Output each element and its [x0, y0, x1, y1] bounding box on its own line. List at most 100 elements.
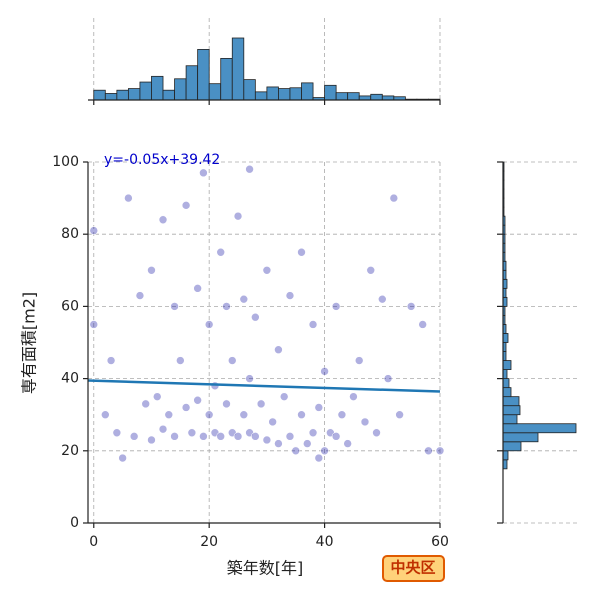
- point: [89, 320, 99, 329]
- point: [239, 294, 249, 304]
- hist-bar: [93, 89, 106, 101]
- point: [181, 403, 191, 412]
- point: [187, 428, 197, 438]
- hist-bar: [278, 88, 291, 101]
- x-tick-label: 40: [316, 534, 334, 550]
- point: [193, 284, 202, 293]
- regression-label: y=-0.05x+39.42: [104, 152, 220, 168]
- point: [141, 399, 151, 409]
- point: [372, 428, 381, 438]
- point: [297, 247, 306, 257]
- point: [204, 410, 214, 420]
- point: [152, 392, 162, 401]
- hist-bar: [116, 89, 129, 101]
- regression-line: [87, 379, 441, 393]
- badge: 中央区: [390, 559, 435, 577]
- y-axis-label: 専有面積[m2]: [20, 292, 39, 394]
- y-tick-label: 20: [61, 443, 79, 459]
- hist-bar: [347, 92, 360, 101]
- point: [164, 410, 174, 420]
- hist-bar: [151, 75, 164, 101]
- hist-bar: [266, 86, 279, 101]
- x-tick-label: 0: [89, 534, 98, 550]
- point: [251, 312, 260, 322]
- point: [308, 320, 318, 329]
- hist-bar: [254, 91, 268, 101]
- hist-bar: [502, 378, 510, 389]
- hist-bar: [502, 432, 539, 443]
- point: [279, 392, 289, 401]
- y-tick-label: 40: [61, 371, 79, 387]
- point: [406, 302, 416, 311]
- point: [395, 410, 404, 420]
- point: [181, 201, 191, 210]
- point: [233, 432, 243, 441]
- hist-bar: [502, 450, 509, 461]
- point: [147, 435, 156, 445]
- hist-bar: [301, 82, 314, 101]
- hist-bar: [502, 360, 512, 370]
- point: [314, 403, 324, 412]
- hist-bar: [335, 92, 349, 101]
- point: [227, 356, 237, 365]
- point: [302, 439, 312, 448]
- hist-bar: [289, 87, 302, 101]
- hist-bar: [502, 441, 522, 452]
- badge-box: [382, 555, 445, 582]
- point: [222, 302, 231, 311]
- point: [383, 374, 393, 383]
- hist-bar: [174, 78, 187, 101]
- point: [135, 291, 145, 300]
- point: [245, 374, 254, 383]
- hist-bar: [502, 414, 518, 425]
- hist-bar: [104, 93, 118, 101]
- point: [256, 399, 266, 409]
- point: [147, 265, 156, 275]
- point: [170, 432, 179, 441]
- point: [216, 247, 226, 257]
- point: [343, 439, 352, 448]
- point: [377, 294, 387, 304]
- y-tick-label: 60: [61, 298, 79, 314]
- point: [291, 446, 301, 456]
- point: [124, 193, 133, 203]
- point: [262, 435, 272, 445]
- point: [158, 424, 168, 434]
- point: [193, 395, 202, 405]
- point: [274, 345, 283, 355]
- hist-bar: [324, 84, 337, 101]
- point: [176, 356, 185, 365]
- point: [216, 432, 226, 441]
- point: [314, 453, 324, 463]
- hist-bar: [139, 81, 152, 101]
- hist-bar: [231, 37, 245, 101]
- point: [106, 356, 116, 365]
- point: [112, 428, 122, 438]
- point: [349, 392, 358, 401]
- point: [89, 226, 99, 235]
- hist-bar: [185, 65, 199, 101]
- point: [366, 265, 376, 275]
- point: [199, 168, 208, 178]
- point: [320, 367, 329, 376]
- point: [118, 453, 127, 463]
- hist-bar: [381, 95, 395, 101]
- point: [268, 417, 277, 427]
- point: [285, 291, 295, 300]
- point: [285, 432, 295, 441]
- point: [158, 215, 168, 225]
- y-tick-label: 100: [52, 154, 79, 170]
- y-tick-label: 80: [61, 226, 79, 242]
- hist-bar: [502, 423, 577, 434]
- point: [418, 320, 427, 329]
- point: [331, 432, 341, 441]
- y-tick-label: 0: [70, 515, 79, 531]
- point: [360, 417, 370, 427]
- point: [297, 410, 306, 420]
- point: [435, 446, 445, 456]
- hist-bar: [502, 387, 512, 398]
- x-tick-label: 20: [200, 534, 218, 550]
- point: [222, 399, 231, 409]
- point: [204, 320, 214, 329]
